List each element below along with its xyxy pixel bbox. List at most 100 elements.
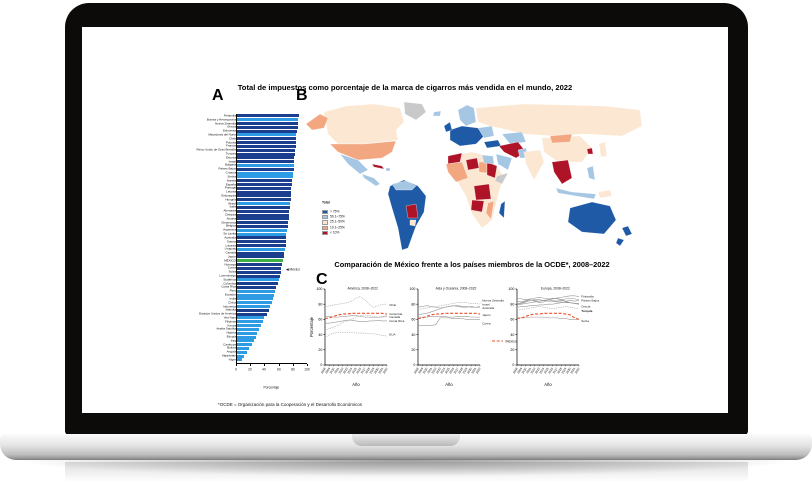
bar-row: Perú [86, 289, 326, 293]
bar-row: Suecia [86, 240, 326, 244]
bar-x-tick: 20 [248, 367, 253, 372]
y-tick: 40 [510, 333, 514, 337]
bar-x-tick: 100 [304, 367, 310, 372]
bar-country-label: Dinamarca [221, 221, 236, 225]
series-label: Costa Rica [389, 319, 404, 323]
x-tick-year: 2011 [426, 366, 433, 374]
legend-swatch [322, 225, 328, 230]
bar-ocde [236, 251, 285, 255]
bar-row: Argentina [86, 228, 326, 232]
laptop-reflection [65, 462, 748, 482]
bar-row: Chile [86, 137, 326, 141]
bar-row: Macedonia del Norte [86, 133, 326, 137]
bar-ocde [236, 244, 286, 248]
bar-ocde [236, 270, 281, 274]
bar-country-label: Nigeria [226, 331, 236, 335]
bar-country-label: Macedonia del Norte [208, 133, 236, 137]
bar-country-label: Eslovaquia [221, 194, 236, 198]
map-region-chad [478, 161, 488, 174]
bar-row: Sudáfrica [86, 278, 326, 282]
y-tick: 80 [411, 302, 415, 306]
panel-c-label: C [316, 271, 328, 288]
bar-ocde [236, 141, 296, 145]
x-axis-label: Año [352, 382, 360, 387]
line-series-Canadá [325, 315, 388, 319]
series-label: Australia [482, 306, 494, 310]
line-series [516, 299, 580, 303]
y-tick: 40 [411, 333, 415, 337]
map-region-canada [323, 103, 405, 145]
bar-row: Chequia [86, 213, 326, 217]
bar-row: Noruega [86, 263, 326, 267]
bar-x-tick: 60 [276, 367, 281, 372]
map-region-south-america [387, 179, 427, 251]
x-tick-year: 2015 [444, 366, 451, 374]
bar-country-label: Estados Unidos de América [199, 312, 236, 316]
bar-row: Ecuador [86, 293, 326, 297]
bar-x-axis: 0 20 40 60 80 100 [235, 363, 310, 375]
x-tick-year: 2010 [521, 366, 528, 374]
y-tick: 20 [510, 348, 514, 352]
x-tick-year: 2011 [525, 366, 532, 374]
line-series-EUA [324, 332, 388, 338]
bar-otro [236, 320, 263, 324]
bar-chart: Finlandia Bosnia y Herzegovina Nueva Zelan… [86, 114, 326, 362]
bar-row: Suiza [86, 270, 326, 274]
x-tick-year: 2009 [516, 366, 523, 374]
bar-row: Portugal [86, 186, 326, 190]
bar-country-label: Bolivia [227, 346, 236, 350]
bar-row: Finlandia [86, 114, 326, 118]
bar-otro [236, 232, 287, 236]
bar-country-label: Argentina [223, 228, 236, 232]
line-series [516, 306, 580, 311]
bar-row: Austria [86, 217, 326, 221]
map-legend-title: Total [322, 201, 330, 205]
map-region-horn-of-africa [494, 172, 509, 185]
bar-country-label: Filipinas [224, 320, 236, 324]
map-region-morocco [447, 152, 463, 165]
bar-country-label: MÉXICO [224, 259, 236, 263]
panel-c-title: Comparación de México frente a los paíse… [334, 260, 610, 269]
map-region-drc [473, 183, 492, 201]
bar-country-label: Afganistán [221, 354, 236, 358]
line-series-mexico [324, 312, 388, 320]
series-label: Países Bajos [581, 299, 600, 303]
map-region-mexico [339, 153, 369, 175]
map-legend: Total > 75% 50.1–75% 25.1–50% 10.1–25% < 10% [322, 191, 357, 236]
bar-ocde [236, 221, 288, 225]
bar-row: Turquía [86, 152, 326, 156]
line-series-Japón [418, 316, 480, 318]
bar-otro [236, 247, 285, 251]
bar-ocde [236, 224, 288, 228]
map-region-southeast-asia [551, 159, 573, 185]
map-region-mongolia [549, 133, 573, 144]
bar-row: China [86, 301, 326, 305]
x-tick-year: 2015 [351, 366, 358, 374]
mexico-legend-label: México [506, 339, 517, 343]
line-series [516, 297, 580, 300]
bar-country-label: Reino Unido de Gran Bretaña [196, 148, 236, 152]
bar-ocde [236, 205, 290, 209]
figure-footnote: *OCDE = Organización para la Cooperación… [218, 402, 362, 408]
y-tick: 60 [411, 318, 415, 322]
bar-ocde [236, 209, 290, 213]
series-label: Chile [389, 303, 396, 307]
x-tick-year: 2020 [565, 366, 572, 374]
bar-ocde [236, 152, 295, 156]
x-tick-year: 2017 [453, 366, 460, 374]
bar-ocde [236, 282, 278, 286]
bar-country-label: Eslovenia [222, 129, 236, 133]
bar-otro [236, 327, 260, 331]
x-tick-year: 2018 [457, 366, 464, 374]
map-region-iceland [432, 110, 442, 117]
x-tick-year: 2014 [439, 366, 446, 374]
bar-ocde [236, 236, 287, 240]
map-region-bolivia [405, 203, 419, 219]
bar-row: Corea [86, 266, 326, 271]
bar-row: Kenya [86, 324, 326, 328]
map-region-scandinavia [457, 104, 477, 127]
bar-country-label: Francia [225, 144, 236, 148]
bar-row: Países Bajos [86, 167, 326, 171]
bar-country-label: Austria [226, 217, 236, 221]
bar-country-label: Croacia [225, 171, 236, 175]
